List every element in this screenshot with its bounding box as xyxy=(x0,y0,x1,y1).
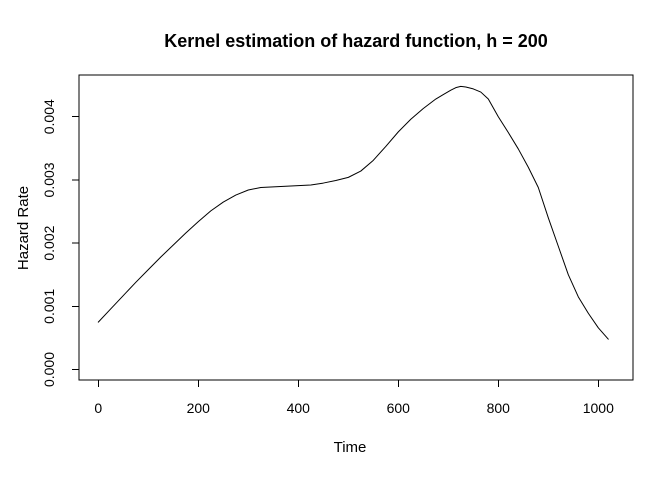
y-tick-label: 0.001 xyxy=(41,289,57,324)
hazard-curve-line xyxy=(97,85,609,340)
plot-border xyxy=(78,74,634,381)
y-tick-label: 0.002 xyxy=(41,225,57,260)
y-tick-label: 0.003 xyxy=(41,162,57,197)
y-tick-label: 0.004 xyxy=(41,99,57,134)
x-tick-label: 400 xyxy=(287,400,311,416)
chart-title: Kernel estimation of hazard function, h … xyxy=(164,31,548,51)
x-axis: 0 200 400 600 800 1000 xyxy=(94,380,614,416)
x-axis-title: Time xyxy=(334,439,367,456)
y-axis: 0.000 0.001 0.002 0.003 0.004 xyxy=(41,99,79,387)
y-tick-label: 0.000 xyxy=(41,352,57,387)
x-tick-label: 600 xyxy=(387,400,411,416)
y-axis-title: Hazard Rate xyxy=(15,186,32,270)
x-tick-label: 0 xyxy=(94,400,102,416)
x-tick-label: 800 xyxy=(487,400,511,416)
x-tick-label: 200 xyxy=(187,400,211,416)
x-tick-label: 1000 xyxy=(583,400,614,416)
